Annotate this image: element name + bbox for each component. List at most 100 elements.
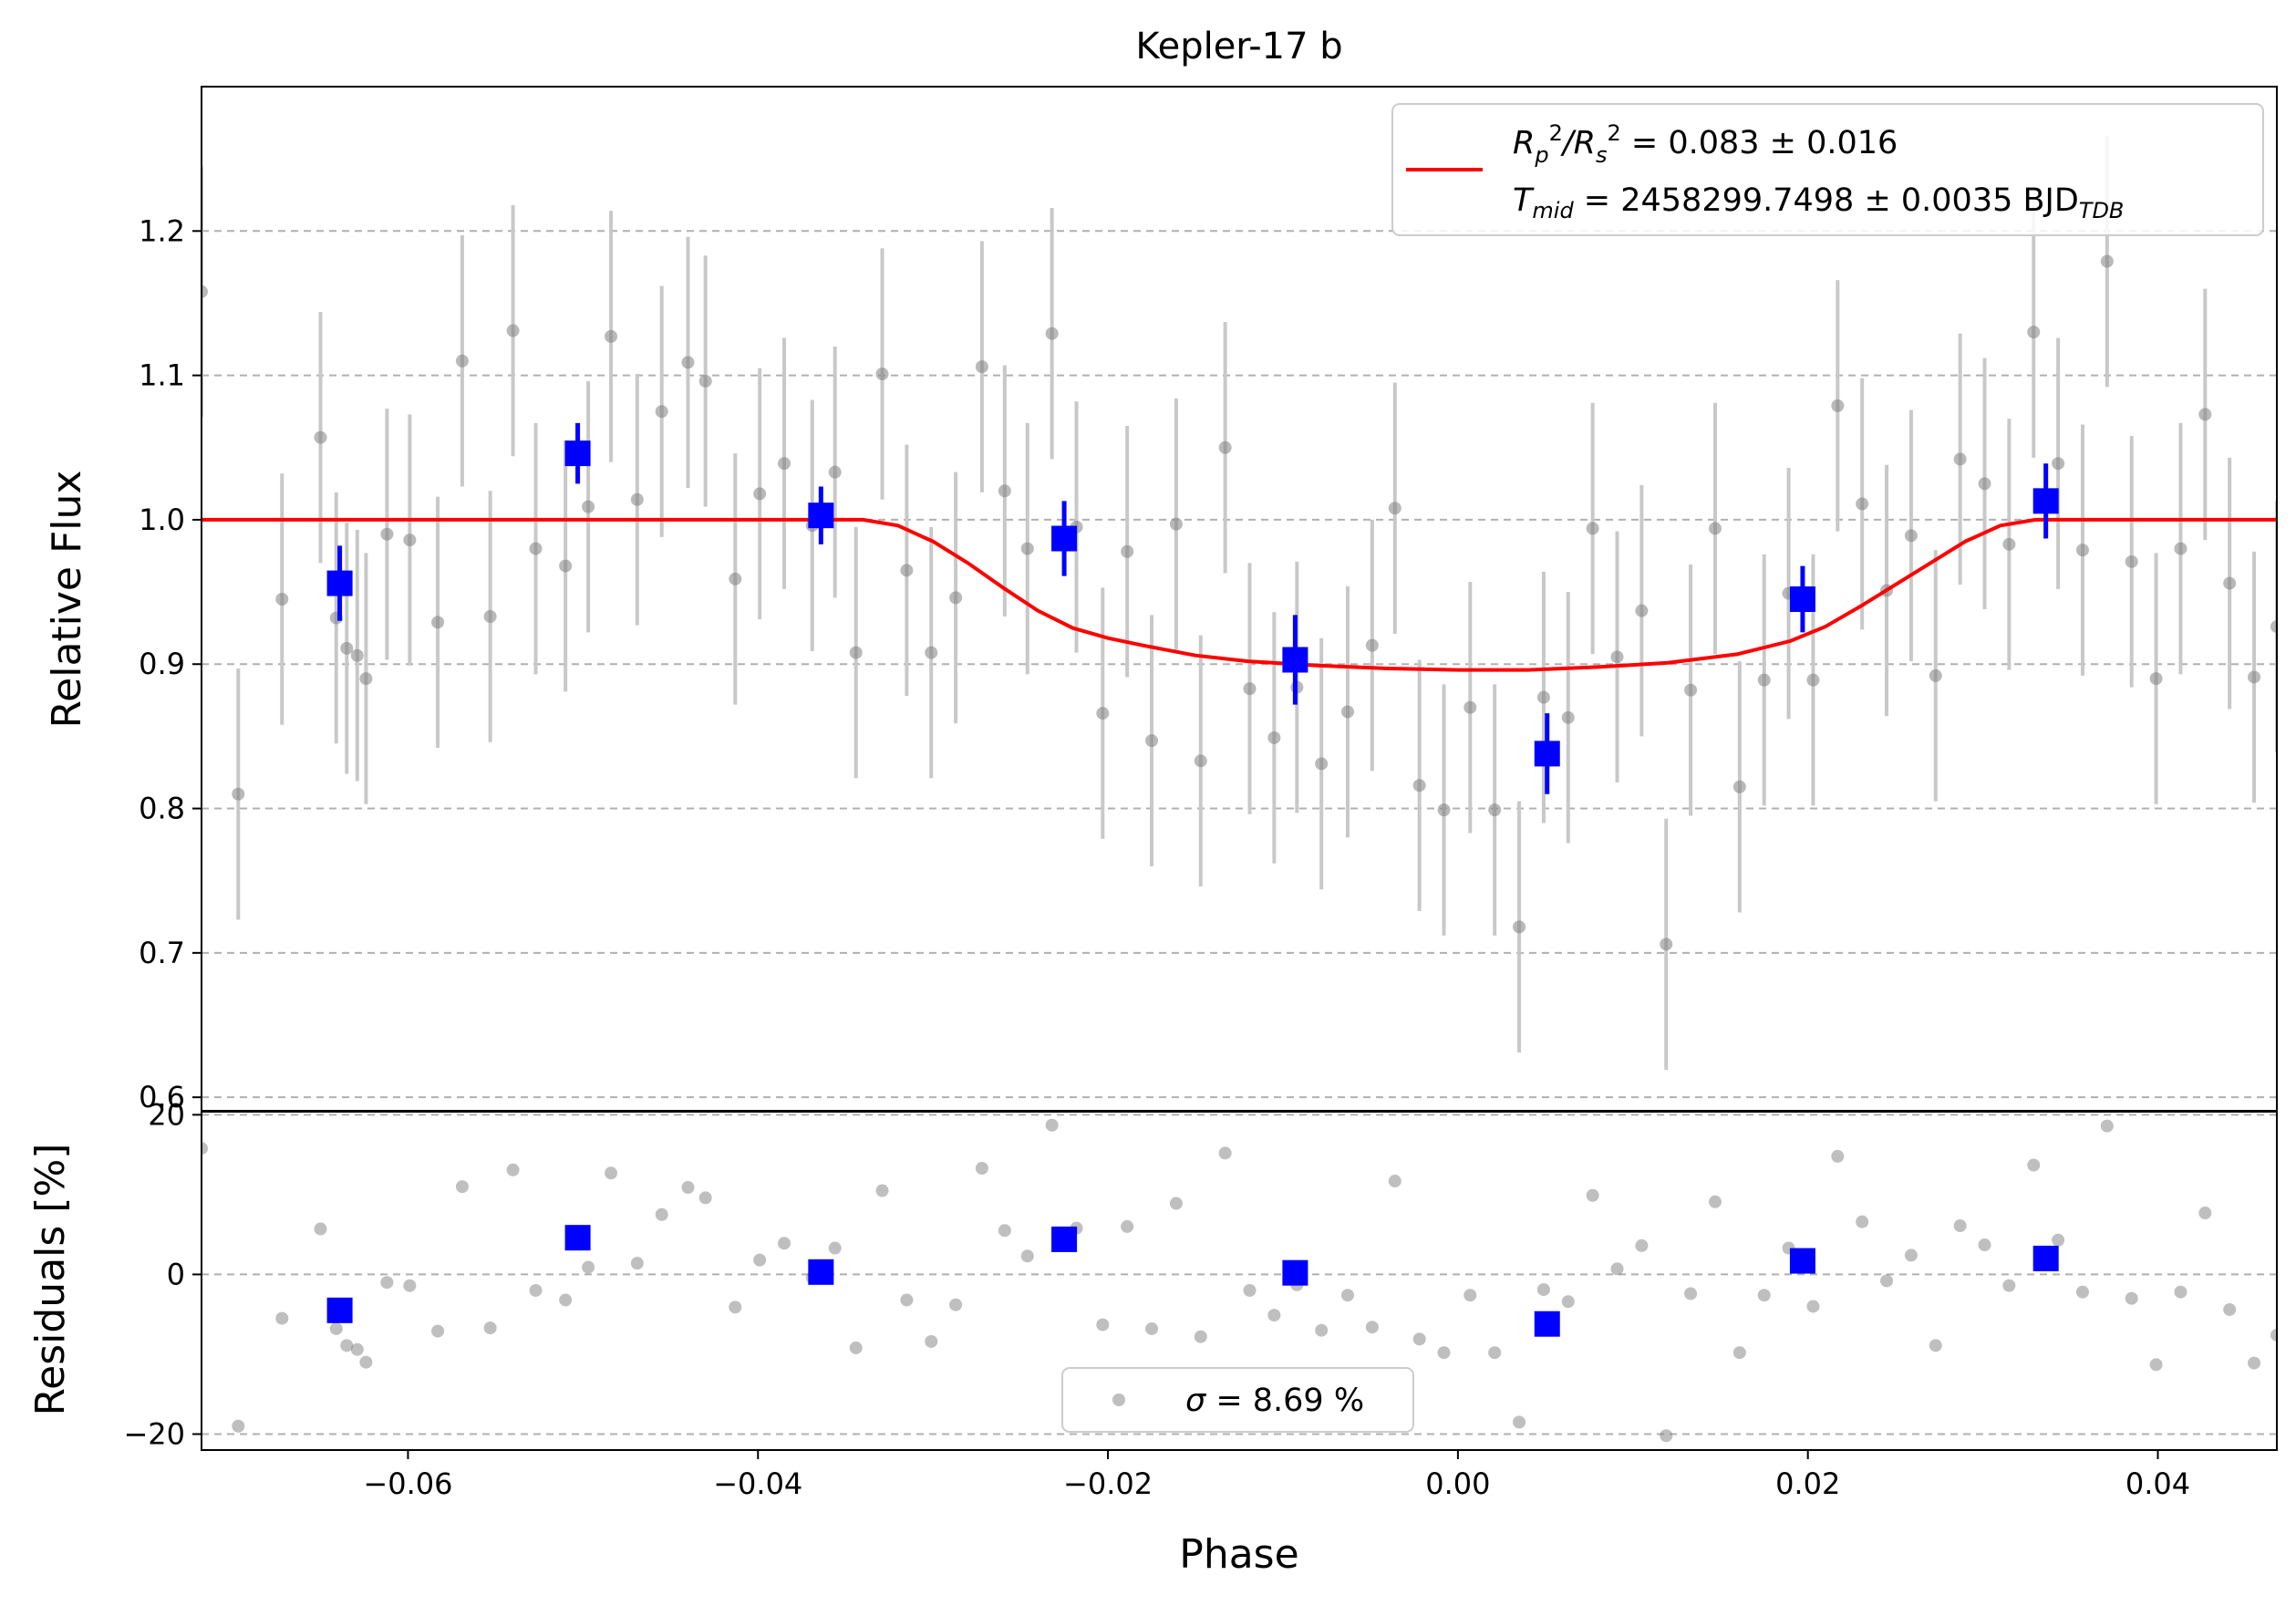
residual-point [1880,1274,1894,1288]
residual-point [2002,1279,2016,1292]
residual-point [698,1191,712,1205]
residual-point [975,1162,988,1176]
residual-point [998,1224,1011,1238]
residual-point [329,1321,343,1335]
data-point [506,324,520,337]
residual-point [753,1253,767,1267]
data-point [900,564,914,577]
residual-point [529,1283,543,1297]
data-point [1610,650,1624,664]
residual-point [900,1293,914,1307]
residual-point [1437,1346,1451,1360]
data-point [1315,757,1329,771]
binned-point [1051,525,1078,552]
y-tick-label: 0.6 [139,1080,185,1114]
model-legend: Rp2/Rs2 = 0.083 ± 0.016 Tmid = 2458299.7… [1391,103,2264,236]
residual-point [778,1237,791,1250]
residual-point [1194,1330,1207,1343]
data-point [1121,544,1134,558]
binned-residual-point [564,1225,591,1251]
data-point [875,368,889,381]
data-point [275,593,289,606]
data-point [1243,682,1257,696]
residual-point [1267,1309,1281,1322]
data-point [314,430,327,444]
data-point [1145,734,1159,748]
data-point [1096,707,1110,720]
data-point [359,672,373,686]
data-point [605,329,618,343]
x-tick-label: −0.04 [713,1466,802,1501]
binned-residual-point [2032,1245,2059,1271]
residual-point [681,1181,695,1195]
residual-point [582,1260,595,1274]
binned-point [2032,488,2059,514]
data-point [1340,705,1354,719]
residual-point [1586,1188,1599,1202]
data-point [1904,529,1918,543]
data-point [1169,517,1183,531]
bottom-y-axis: −20 0 20 [123,1097,202,1451]
residual-point [1904,1249,1918,1262]
residual-point [1757,1289,1771,1302]
data-point [1660,938,1673,951]
y-tick-label: 0.9 [139,647,185,681]
residual-point [380,1276,394,1290]
data-point [529,542,543,555]
residual-point [2075,1285,2089,1299]
residual-point [849,1341,863,1354]
residual-point [1315,1323,1329,1337]
y-tick-label: 20 [148,1097,185,1132]
data-point [2149,672,2163,686]
residual-point [232,1419,245,1433]
binned-residual-point [1534,1311,1560,1337]
top-y-axis: 0.6 0.7 0.8 0.9 1.0 1.1 1.2 [139,213,202,1114]
data-point [202,285,208,298]
data-point [1757,673,1771,687]
y-tick-label: 1.1 [139,358,185,393]
flux-errorbars [202,135,2277,1071]
data-point [1561,710,1575,724]
x-tick-label: 0.00 [1425,1466,1490,1501]
residual-point [2198,1207,2212,1220]
residual-point [1708,1195,1722,1208]
data-point [1513,920,1526,934]
data-point [975,360,988,374]
data-point [1488,803,1502,817]
residual-point [1536,1283,1550,1297]
residual-point [605,1166,618,1180]
binned-residual-point [1051,1226,1078,1252]
residual-point [1732,1346,1746,1360]
residual-point [1561,1295,1575,1309]
bottom-grid [202,1114,2277,1435]
residual-point [1660,1429,1673,1443]
data-point [1806,673,1820,687]
data-point [455,354,469,368]
data-point [1020,542,1034,555]
data-point [753,487,767,501]
residual-point [2174,1285,2187,1299]
flux-points [202,254,2277,951]
y-axis-label-flux: Relative Flux [44,471,90,729]
binned-point [1282,647,1308,673]
data-point [403,534,417,547]
residual-point [925,1334,938,1348]
legend-sigma: σ = 8.69 % [1185,1383,1364,1419]
binned-point [326,570,353,596]
y-tick-label: 0.7 [139,936,185,970]
residual-point [1953,1219,1967,1233]
data-point [1684,683,1698,697]
binned-point [1534,741,1560,767]
data-point [2002,537,2016,551]
residual-point [1243,1283,1257,1297]
data-point [2100,254,2114,268]
data-point [1929,668,1942,682]
sigma-legend: σ = 8.69 % [1061,1367,1414,1433]
chart-title: Kepler-17 b [1135,26,1342,67]
residual-point [359,1355,373,1369]
data-point [2248,670,2261,684]
data-point [582,500,595,513]
residual-point [559,1293,573,1307]
data-point [655,405,668,419]
residual-point [1513,1415,1526,1429]
